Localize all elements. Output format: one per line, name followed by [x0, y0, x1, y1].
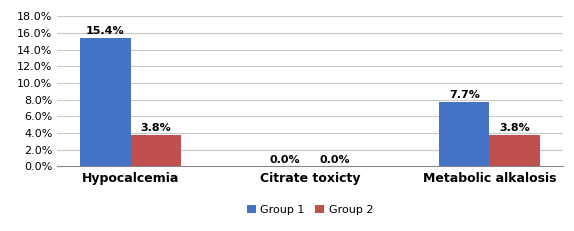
Bar [489, 135, 540, 166]
Text: 3.8%: 3.8% [499, 123, 530, 133]
Bar [439, 102, 489, 166]
Text: 0.0%: 0.0% [270, 155, 300, 165]
Bar [131, 135, 181, 166]
Text: 3.8%: 3.8% [140, 123, 171, 133]
Bar [80, 38, 131, 166]
Text: 0.0%: 0.0% [320, 155, 350, 165]
Legend: Group 1, Group 2: Group 1, Group 2 [247, 205, 373, 215]
Text: 15.4%: 15.4% [86, 26, 125, 36]
Text: 7.7%: 7.7% [449, 90, 480, 100]
